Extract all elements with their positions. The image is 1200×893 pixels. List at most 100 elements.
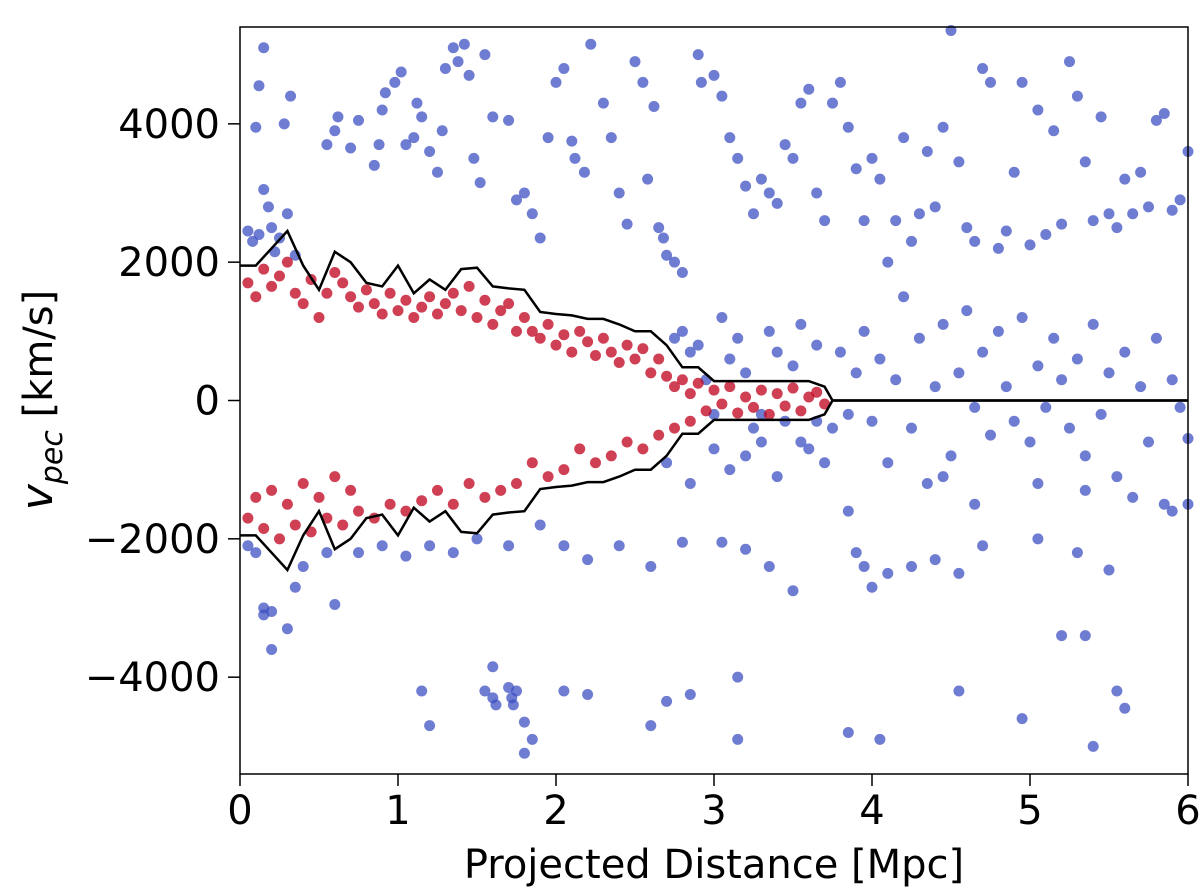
- nonmember-point: [669, 256, 680, 268]
- member-point: [337, 519, 349, 531]
- member-point: [684, 388, 696, 400]
- nonmember-point: [953, 567, 965, 579]
- nonmember-point: [645, 561, 657, 572]
- nonmember-point: [1087, 740, 1099, 752]
- nonmember-point: [621, 218, 633, 230]
- nonmember-point: [436, 125, 448, 137]
- nonmember-point: [613, 540, 625, 552]
- nonmember-point: [569, 152, 581, 164]
- nonmember-point: [1056, 630, 1068, 642]
- nonmember-point: [1008, 166, 1020, 178]
- nonmember-point: [763, 325, 775, 337]
- nonmember-point: [740, 450, 752, 462]
- nonmember-point: [511, 685, 522, 697]
- nonmember-point: [755, 408, 767, 420]
- nonmember-point: [1119, 346, 1131, 358]
- nonmember-point: [1103, 367, 1115, 379]
- nonmember-point: [779, 415, 791, 427]
- nonmember-point: [842, 727, 854, 738]
- nonmember-point: [463, 69, 475, 81]
- member-point: [550, 339, 562, 351]
- nonmember-point: [937, 318, 949, 330]
- nonmember-point: [250, 547, 262, 559]
- nonmember-point: [526, 208, 538, 220]
- member-point: [289, 519, 301, 531]
- nonmember-point: [906, 235, 917, 247]
- nonmember-point: [1079, 484, 1091, 496]
- member-point: [819, 398, 831, 410]
- nonmember-point: [1135, 381, 1147, 393]
- nonmember-point: [953, 156, 965, 168]
- member-point: [526, 457, 538, 469]
- nonmember-point: [929, 201, 941, 213]
- member-point: [811, 386, 823, 398]
- member-point: [653, 429, 665, 441]
- nonmember-point: [458, 38, 470, 50]
- member-point: [676, 374, 688, 386]
- y-axis-title-main: v: [12, 483, 63, 510]
- nonmember-point: [953, 367, 965, 379]
- nonmember-point: [953, 685, 965, 697]
- nonmember-point: [578, 166, 590, 178]
- member-point: [597, 332, 609, 344]
- nonmember-point: [874, 353, 886, 365]
- y-tick-label: 0: [195, 379, 220, 425]
- nonmember-point: [250, 121, 262, 133]
- member-point: [258, 263, 270, 275]
- member-point: [629, 353, 641, 365]
- nonmember-point: [811, 339, 823, 351]
- y-tick-label: 4000: [118, 102, 220, 148]
- nonmember-point: [858, 561, 870, 572]
- member-point: [795, 405, 807, 417]
- member-point: [574, 325, 586, 337]
- nonmember-point: [1174, 194, 1186, 206]
- nonmember-point: [400, 139, 412, 151]
- member-point: [376, 308, 388, 320]
- y-tick-label: −4000: [85, 655, 220, 701]
- nonmember-point: [1174, 401, 1186, 413]
- nonmember-point: [850, 547, 862, 559]
- nonmember-point: [1079, 450, 1091, 462]
- nonmember-point: [534, 232, 546, 244]
- member-point: [763, 408, 775, 420]
- nonmember-point: [550, 76, 562, 88]
- member-point: [613, 356, 625, 368]
- nonmember-point: [395, 66, 407, 78]
- nonmember-point: [842, 505, 854, 517]
- member-point: [360, 284, 372, 296]
- nonmember-point: [1111, 471, 1123, 483]
- member-point: [242, 277, 254, 289]
- member-point: [645, 367, 657, 379]
- member-point: [590, 457, 601, 469]
- nonmember-point: [937, 471, 949, 483]
- nonmember-point: [992, 325, 1004, 337]
- nonmember-point: [424, 540, 436, 552]
- member-point: [408, 312, 420, 323]
- member-point: [605, 346, 617, 358]
- nonmember-point: [1150, 114, 1162, 126]
- nonmember-point: [669, 332, 680, 344]
- nonmember-point: [692, 49, 704, 61]
- nonmember-point: [1024, 436, 1036, 448]
- nonmember-point: [803, 443, 815, 455]
- nonmember-point: [842, 121, 854, 133]
- nonmember-point: [1016, 76, 1028, 88]
- member-point: [526, 325, 538, 337]
- nonmember-point: [345, 142, 357, 154]
- member-point: [368, 298, 380, 310]
- nonmember-point: [1135, 166, 1147, 178]
- nonmember-point: [1024, 239, 1036, 251]
- nonmember-point: [368, 159, 380, 171]
- nonmember-point: [645, 720, 657, 732]
- nonmember-point: [439, 63, 451, 74]
- nonmember-point: [416, 685, 428, 697]
- x-tick-label: 6: [1175, 788, 1200, 834]
- nonmember-point: [503, 540, 515, 552]
- axis-ticks: 0 1 2 3 4 5 6 −4000 −2000 0 2000 4000: [85, 102, 1200, 834]
- member-point: [329, 267, 341, 279]
- nonmember-point: [468, 152, 480, 164]
- nonmember-point: [977, 63, 989, 74]
- x-axis-title: Projected Distance [Mpc]: [464, 842, 964, 888]
- nonmember-point: [1016, 713, 1028, 725]
- nonmember-point: [882, 567, 894, 579]
